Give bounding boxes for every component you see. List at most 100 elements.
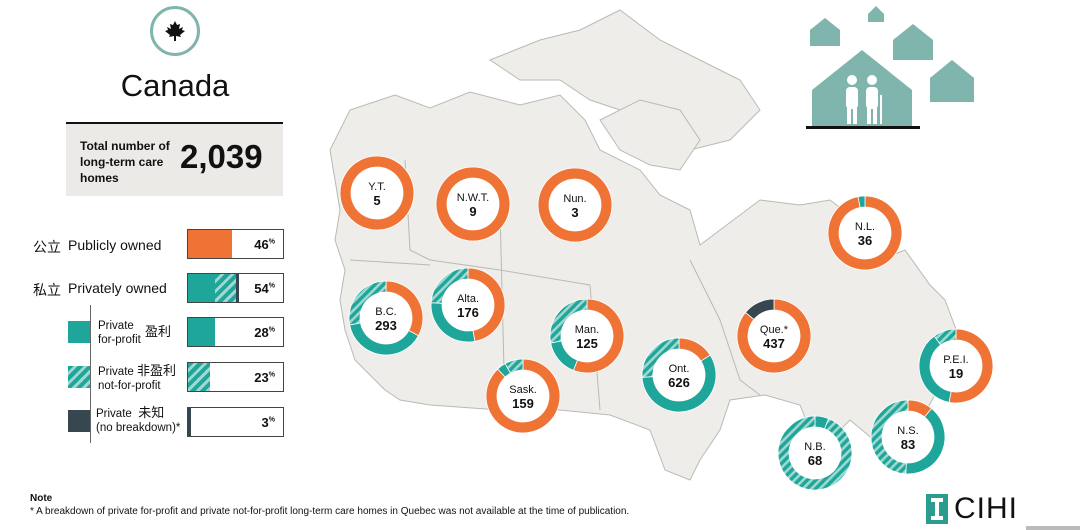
donut-slice-private-not-for-profit: [348, 280, 387, 326]
donut-value: 176: [457, 305, 479, 320]
for-profit-en: Private for-profit: [98, 320, 141, 346]
donut-slice-publicly-owned: [537, 167, 613, 243]
no-breakdown-swatch: [68, 410, 90, 432]
donut-value: 5: [373, 193, 380, 208]
donut-value: 125: [576, 336, 598, 351]
donut-slice-private-not-for-profit: [504, 358, 524, 374]
donut-label: Y.T.: [368, 181, 386, 193]
not-for-profit-bar: 23%: [187, 362, 284, 392]
not-for-profit-swatch: [68, 366, 90, 388]
total-label: Total number of long-term care homes: [80, 139, 170, 185]
donut-slice-private-not-for-profit: [430, 267, 469, 304]
donut-label: N.B.: [804, 441, 825, 453]
donut-value: 36: [858, 233, 872, 248]
arctic-islands: [488, 9, 761, 151]
donut-sask: Sask.159: [485, 358, 561, 434]
donut-nl: N.L.36: [827, 195, 903, 271]
maple-leaf-icon: [165, 21, 185, 41]
not-for-profit-en: Private 非盈利 not-for-profit: [98, 363, 177, 393]
private-no-breakdown-fill: [236, 274, 240, 302]
donut-bc: B.C.293: [348, 280, 424, 356]
donut-value: 159: [512, 396, 534, 411]
note-text: * A breakdown of private for-profit and …: [30, 506, 630, 517]
donut-man: Man.125: [549, 298, 625, 374]
public-bar: 46%: [187, 229, 284, 259]
cihi-logo: CIHI: [926, 492, 1018, 526]
emblem: [150, 6, 200, 56]
donut-value: 626: [668, 375, 690, 390]
donut-slice-private-not-for-profit: [777, 415, 853, 491]
donut-label: Ont.: [669, 363, 690, 375]
total-value: 2,039: [180, 138, 263, 175]
donut-slice-private-not-for-profit: [870, 399, 909, 475]
donut-label: N.W.T.: [457, 192, 489, 204]
not-for-profit-pct: 23%: [254, 370, 275, 385]
for-profit-bar: 28%: [187, 317, 284, 347]
donut-slice-private-not-for-profit: [641, 337, 680, 378]
for-profit-bar-fill: [188, 318, 215, 346]
donut-label: Que.*: [760, 324, 789, 336]
donut-label: P.E.I.: [943, 354, 968, 366]
donut-slice-publicly-owned: [485, 358, 561, 434]
donut-value: 437: [763, 336, 785, 351]
donut-value: 9: [469, 204, 476, 219]
no-breakdown-pct: 3%: [261, 415, 275, 430]
total-box: Total number of long-term care homes 2,0…: [66, 122, 283, 196]
private-bar: 54%: [187, 273, 284, 303]
private-zh: 私立: [33, 282, 61, 298]
for-profit-zh: 盈利: [145, 324, 172, 339]
public-zh: 公立: [33, 239, 61, 255]
donut-value: 68: [808, 453, 822, 468]
donut-nun: Nun.3: [537, 167, 613, 243]
country-title: Canada: [120, 68, 230, 103]
donut-slice-publicly-owned: [827, 195, 903, 271]
donut-label: N.L.: [855, 221, 875, 233]
donut-label: B.C.: [375, 306, 396, 318]
for-profit-swatch: [68, 321, 90, 343]
donut-slice-private-not-for-profit: [549, 298, 588, 344]
donut-que: Que.*437: [736, 298, 812, 374]
cihi-logo-icon: [926, 494, 948, 524]
public-en: Publicly owned: [68, 237, 162, 253]
north-island: [599, 99, 701, 171]
for-profit-pct: 28%: [254, 325, 275, 340]
donut-label: Alta.: [457, 293, 479, 305]
private-en: Privately owned: [68, 280, 167, 296]
donut-value: 3: [571, 205, 578, 220]
donut-ont: Ont.626: [641, 337, 717, 413]
donut-value: 293: [375, 318, 397, 333]
donut-alta: Alta.176: [430, 267, 506, 343]
not-for-profit-bar-fill: [188, 363, 210, 391]
donut-slice-private-for-profit: [857, 195, 866, 208]
private-for-profit-fill: [188, 274, 215, 302]
province-donuts: Y.T.5 N.W.T.9Nun.3B.C.293Alta.176Sask.159…: [339, 155, 994, 491]
public-pct: 46%: [254, 237, 275, 252]
donut-ns: N.S.83: [870, 399, 946, 475]
donut-value: 83: [901, 437, 915, 452]
donut-label: N.S.: [897, 425, 918, 437]
donut-nwt: N.W.T.9: [435, 166, 511, 242]
donut-value: 19: [949, 366, 963, 381]
no-breakdown-en: Private 未知 (no breakdown)*: [96, 405, 181, 435]
houses-with-seniors-icon: [806, 6, 974, 129]
note-title: Note: [30, 493, 53, 504]
private-pct: 54%: [254, 281, 275, 296]
donut-slice-private-no-breakdown-: [744, 298, 775, 320]
donut-slice-publicly-owned: [736, 298, 812, 374]
donut-slice-private-not-for-profit: [933, 328, 957, 346]
donut-label: Man.: [575, 324, 599, 336]
donut-label: Nun.: [563, 193, 586, 205]
donut-label: Sask.: [509, 384, 537, 396]
private-not-for-profit-fill: [214, 274, 237, 302]
donut-slice-publicly-owned: [435, 166, 511, 242]
donut-yt: Y.T.5: [339, 155, 415, 231]
donut-nb: N.B.68: [777, 415, 853, 491]
corner-tab: [1026, 526, 1080, 530]
public-bar-fill: [188, 230, 232, 258]
cihi-logo-text: CIHI: [954, 492, 1018, 525]
no-breakdown-bar: 3%: [187, 407, 284, 437]
no-breakdown-bar-fill: [188, 408, 191, 436]
donut-pei: P.E.I.19: [918, 328, 994, 404]
legend-bracket: [90, 305, 97, 443]
